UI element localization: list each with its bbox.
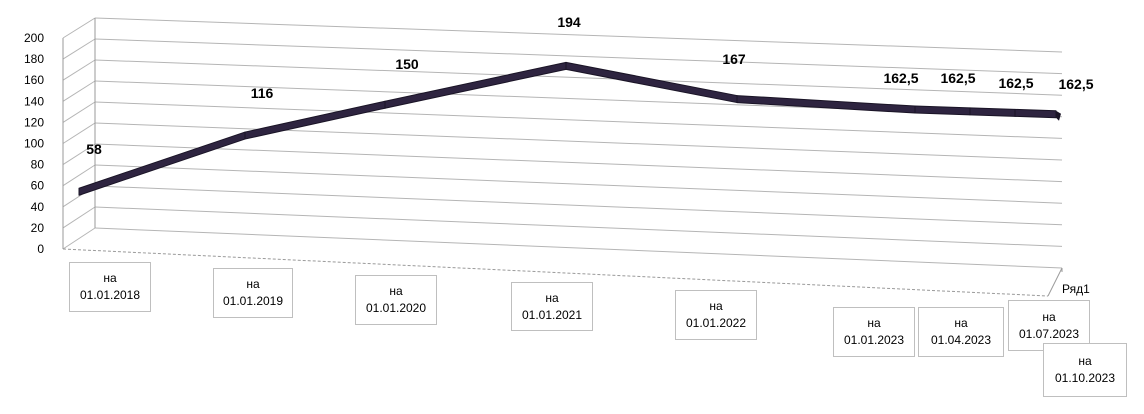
- x-tick-label: на 01.01.2023: [833, 307, 915, 357]
- x-tick-label: на 01.07.2023: [1008, 300, 1090, 351]
- y-tick-label: 160: [24, 73, 44, 87]
- y-tick-label: 140: [24, 94, 44, 108]
- chart-walls: [62, 18, 1063, 297]
- line-end-cap: [1056, 110, 1061, 121]
- gridline: [94, 101, 1063, 139]
- x-tick-date: 01.04.2023: [930, 333, 992, 347]
- x-tick-prefix: на: [389, 284, 403, 298]
- gridline: [94, 143, 1063, 183]
- x-tick-prefix: на: [1078, 354, 1092, 368]
- x-tick-label: на 01.10.2023: [1043, 343, 1127, 397]
- side-gridline: [62, 164, 96, 187]
- gridline: [94, 17, 1063, 53]
- gridline: [94, 59, 1063, 96]
- side-gridline: [62, 122, 96, 144]
- y-axis-ticks: 0 20 40 60 80 100 120 140 160 180 200: [24, 31, 44, 256]
- data-label: 162,5: [998, 75, 1033, 91]
- side-gridline: [62, 59, 96, 81]
- x-tick-prefix: на: [867, 316, 881, 330]
- y-tick-label: 80: [31, 158, 45, 172]
- x-tick-prefix: на: [246, 277, 260, 291]
- y-tick-label: 100: [24, 137, 44, 151]
- data-label: 150: [395, 56, 419, 72]
- line-segment: [969, 107, 1016, 117]
- data-labels: 58 116 150 194 167 162,5 162,5 162,5 162,5: [86, 14, 1094, 157]
- gridline: [94, 206, 1063, 247]
- y-tick-label: 0: [37, 242, 44, 256]
- gridline: [94, 185, 1063, 226]
- x-tick-label: на 01.01.2022: [675, 290, 757, 340]
- side-gridline: [62, 17, 96, 39]
- y-tick-label: 60: [31, 179, 45, 193]
- line-segment: [1014, 108, 1057, 119]
- x-tick-label: на 01.01.2019: [213, 268, 293, 318]
- x-tick-date: 01.01.2023: [843, 333, 905, 347]
- side-gridline: [62, 38, 96, 60]
- line-segment: [736, 95, 916, 114]
- side-gridline: [62, 143, 96, 166]
- gridline: [94, 122, 1063, 161]
- line-segment: [914, 105, 971, 116]
- data-label: 167: [722, 51, 746, 67]
- x-tick-date: 01.01.2020: [365, 301, 427, 315]
- x-tick-prefix: на: [103, 271, 117, 285]
- y-tick-label: 40: [31, 200, 45, 214]
- y-tick-label: 180: [24, 52, 44, 66]
- data-label: 194: [557, 14, 581, 30]
- floor-edge: [62, 248, 1049, 297]
- side-gridline: [62, 101, 96, 123]
- line-segment: [78, 131, 246, 196]
- x-tick-prefix: на: [545, 290, 559, 305]
- y-tick-label: 120: [24, 115, 44, 129]
- x-tick-date: 01.10.2023: [1054, 371, 1116, 385]
- series-label: Ряд1: [1062, 282, 1090, 296]
- x-tick-prefix: на: [1042, 309, 1056, 324]
- y-tick-label: 200: [24, 31, 44, 45]
- x-tick-label: на 01.01.2020: [355, 275, 437, 325]
- side-gridline: [62, 80, 96, 102]
- data-label: 162,5: [940, 70, 975, 86]
- x-tick-label: на 01.04.2023: [918, 307, 1004, 357]
- x-tick-prefix: на: [954, 316, 968, 330]
- x-tick-date: 01.07.2023: [1018, 326, 1080, 341]
- x-tick-date: 01.01.2022: [685, 316, 747, 330]
- gridline: [94, 227, 1063, 269]
- gridline: [94, 38, 1063, 75]
- x-tick-label: на 01.01.2018: [69, 262, 151, 312]
- axis-edge: [1047, 267, 1063, 297]
- data-label: 116: [251, 85, 274, 101]
- data-label: 58: [86, 141, 102, 157]
- x-tick-date: 01.01.2018: [79, 288, 141, 302]
- gridline: [94, 164, 1063, 204]
- side-gridline: [62, 227, 96, 250]
- data-label: 162,5: [1058, 76, 1093, 92]
- x-tick-date: 01.01.2021: [521, 307, 583, 322]
- side-gridline: [62, 206, 96, 229]
- series-ribbon: [78, 61, 1061, 196]
- data-label: 162,5: [883, 70, 918, 86]
- x-tick-prefix: на: [709, 299, 723, 313]
- y-tick-label: 20: [31, 221, 45, 235]
- x-tick-date: 01.01.2019: [222, 294, 284, 308]
- x-tick-label: на 01.01.2021: [511, 282, 593, 331]
